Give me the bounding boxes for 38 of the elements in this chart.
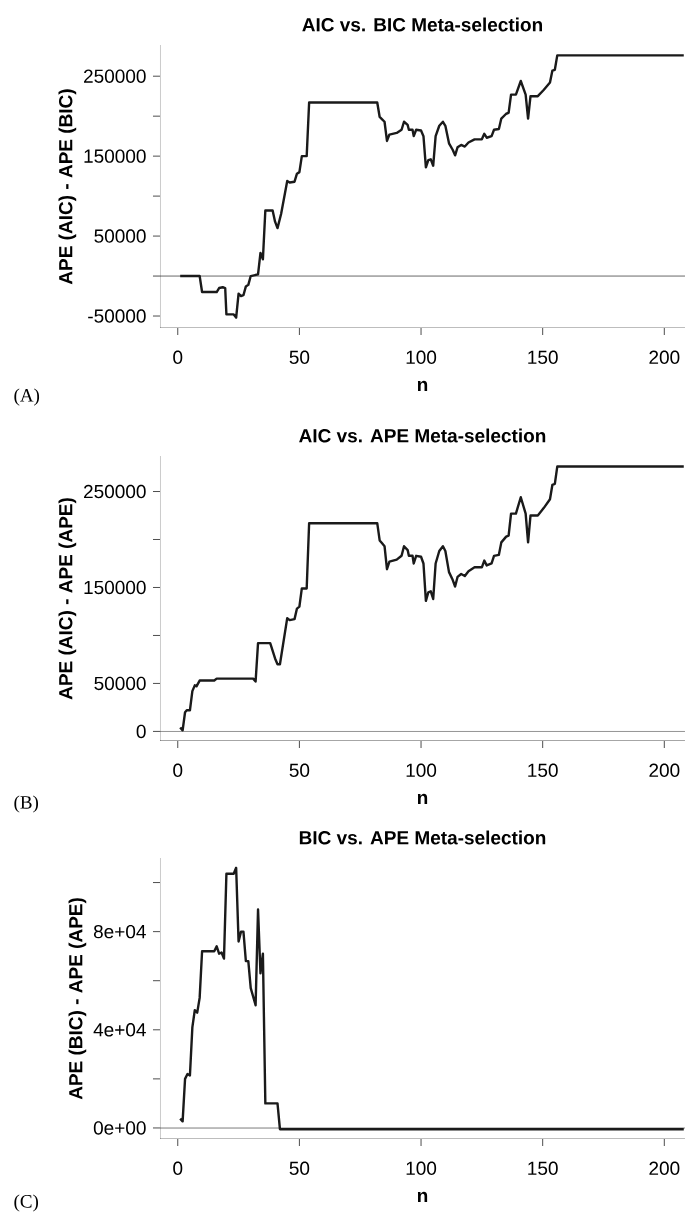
x-tick-label: 50 [289,763,310,777]
x-tick-label: 150 [528,350,558,364]
y-tick-label: 50000 [94,229,146,243]
y-tick-label: 50000 [94,676,146,691]
chart-title: BIC vs. APE Meta-selection [299,830,546,845]
chart-title: AIC vs. APE Meta-selection [299,428,546,443]
x-tick-label: 100 [406,763,437,777]
x-tick-label: 100 [406,1161,437,1175]
text: (B) [14,795,39,813]
y-tick-label: -50000 [88,309,146,323]
y-tick-label: 8e+04 [93,924,146,939]
text: (A) [14,388,40,406]
y-tick-label: 150000 [84,580,146,595]
x-axis-title: n [417,1191,428,1203]
x-axis-title: n [417,380,428,392]
y-tick-label: 250000 [84,69,146,83]
y-axis-title: APE (AIC) - APE (BIC) [58,89,77,285]
x-tick-label: 200 [649,763,680,777]
x-tick-label: 100 [406,350,437,364]
x-tick-label: 200 [649,350,680,364]
x-tick-label: 0 [173,350,183,364]
x-tick-label: 200 [649,1161,680,1175]
y-tick-label: 150000 [84,149,146,163]
y-tick-label: 0 [136,724,146,739]
x-tick-label: 0 [173,763,183,777]
y-tick-label: 0e+00 [93,1121,146,1135]
x-tick-label: 150 [528,763,558,777]
y-tick-label: 250000 [84,484,146,499]
x-axis-title: n [417,793,428,805]
y-tick-label: 4e+04 [93,1023,146,1037]
x-tick-label: 50 [289,350,310,364]
y-axis-title: APE (AIC) - APE (APE) [58,498,77,700]
y-axis-title: APE (BIC) - APE (APE) [68,898,87,1100]
x-tick-label: 50 [289,1161,310,1175]
x-tick-label: 0 [173,1161,183,1175]
chart-title: AIC vs. BIC Meta-selection [302,17,543,32]
text: (C) [14,1194,39,1212]
x-tick-label: 150 [528,1161,558,1175]
